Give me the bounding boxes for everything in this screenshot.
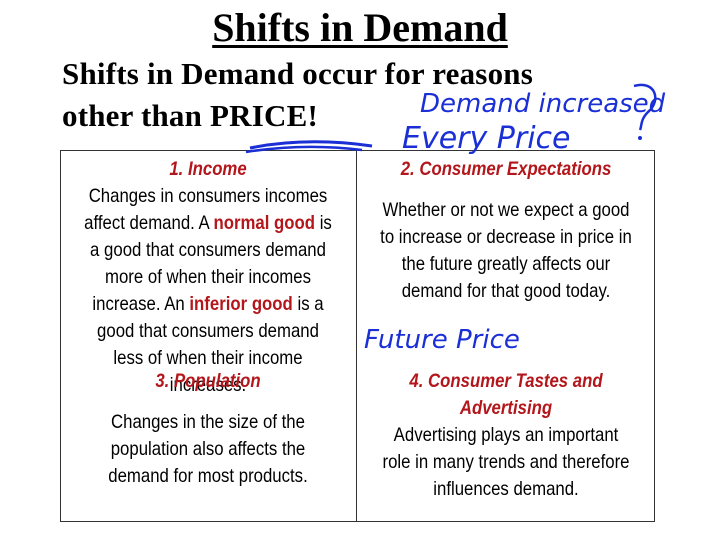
subtitle-line-2: other than PRICE! <box>62 98 319 133</box>
cell-consumer-expectations: 2. Consumer Expectations Whether or not … <box>379 156 634 305</box>
annotation-future-price: Future Price <box>364 325 520 355</box>
annotation-demand-increased: Demand increased <box>420 89 666 119</box>
inferior-good-term: inferior good <box>189 293 293 315</box>
income-text-2: is a good that consumers demand more of … <box>90 212 332 315</box>
subtitle-line-1: Shifts in Demand occur for reasons <box>62 56 533 91</box>
slide-title: Shifts in Demand <box>212 5 508 50</box>
ink-underline-stroke-1 <box>249 140 373 150</box>
expectations-heading: 2. Consumer Expectations <box>400 158 612 180</box>
cell-population: 3. Population Changes in the size of the… <box>82 368 333 490</box>
income-text-3: is a good that consumers demand less of … <box>97 293 324 396</box>
population-body: Changes in the size of the population al… <box>108 411 308 487</box>
table-divider <box>356 150 357 522</box>
annotation-every-price: Every Price <box>402 121 571 156</box>
question-dot-icon <box>638 136 642 140</box>
normal-good-term: normal good <box>213 212 316 234</box>
ink-underline-stroke-2 <box>245 145 363 154</box>
cell-income: 1. Income Changes in consumers incomes a… <box>82 156 333 399</box>
tastes-heading: 4. Consumer Tastes and Advertising <box>409 370 603 419</box>
question-mark-icon <box>633 83 657 131</box>
expectations-body: Whether or not we expect a good to incre… <box>380 199 632 302</box>
cell-consumer-tastes: 4. Consumer Tastes and Advertising Adver… <box>379 368 634 503</box>
income-heading: 1. Income <box>169 158 247 180</box>
tastes-body: Advertising plays an important role in m… <box>382 424 630 500</box>
population-heading: 3. Population <box>155 370 261 392</box>
income-text-1: Changes in consumers incomes affect dema… <box>84 185 328 234</box>
